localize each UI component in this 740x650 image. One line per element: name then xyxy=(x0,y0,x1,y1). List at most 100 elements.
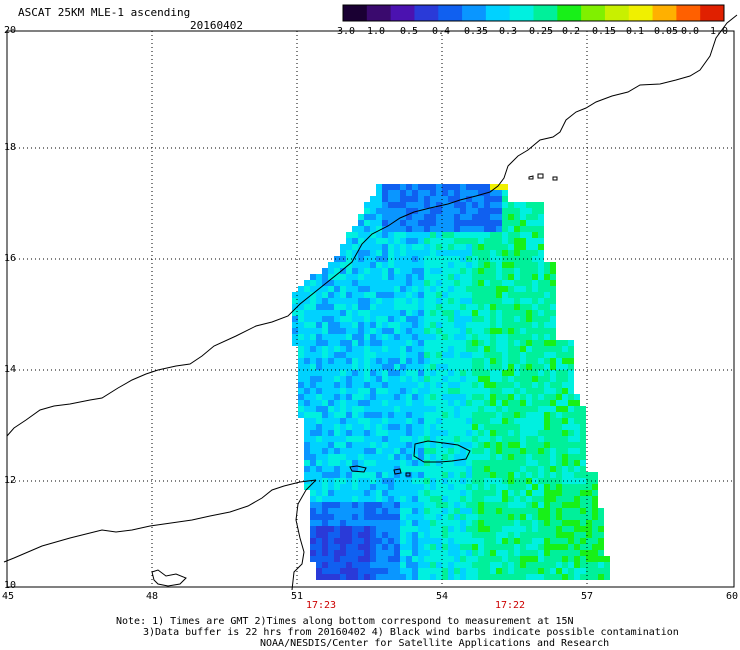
swath-cell xyxy=(388,190,394,196)
swath-cell xyxy=(310,436,316,442)
swath-cell xyxy=(358,310,364,316)
swath-cell xyxy=(376,214,382,220)
scale-tick: 0.0 xyxy=(680,26,700,37)
swath-cell xyxy=(370,502,376,508)
swath-cell xyxy=(496,292,502,298)
swath-cell xyxy=(526,226,532,232)
swath-cell xyxy=(430,376,436,382)
swath-cell xyxy=(310,406,316,412)
swath-cell xyxy=(538,436,544,442)
swath-cell xyxy=(490,184,496,190)
product-date: 20160402 xyxy=(190,19,243,32)
swath-cell xyxy=(376,232,382,238)
swath-cell xyxy=(424,400,430,406)
swath-cell xyxy=(352,400,358,406)
swath-cell xyxy=(394,394,400,400)
swath-cell xyxy=(514,292,520,298)
swath-cell xyxy=(514,286,520,292)
swath-cell xyxy=(496,448,502,454)
swath-cell xyxy=(340,436,346,442)
swath-cell xyxy=(412,346,418,352)
swath-cell xyxy=(592,550,598,556)
swath-cell xyxy=(520,574,526,580)
swath-cell xyxy=(514,484,520,490)
swath-cell xyxy=(448,436,454,442)
swath-cell xyxy=(304,364,310,370)
swath-cell xyxy=(472,412,478,418)
swath-cell xyxy=(520,412,526,418)
swath-cell xyxy=(358,568,364,574)
swath-cell xyxy=(370,400,376,406)
swath-cell xyxy=(382,298,388,304)
swath-cell xyxy=(508,346,514,352)
swath-cell xyxy=(448,352,454,358)
swath-cell xyxy=(388,328,394,334)
swath-cell xyxy=(376,538,382,544)
swath-cell xyxy=(358,238,364,244)
swath-cell xyxy=(598,514,604,520)
swath-cell xyxy=(532,322,538,328)
swath-cell xyxy=(436,232,442,238)
swath-cell xyxy=(508,208,514,214)
swath-cell xyxy=(460,364,466,370)
swath-cell xyxy=(298,340,304,346)
swath-cell xyxy=(370,382,376,388)
swath-cell xyxy=(316,490,322,496)
swath-cell xyxy=(334,490,340,496)
swath-cell xyxy=(574,448,580,454)
swath-cell xyxy=(592,538,598,544)
swath-cell xyxy=(526,508,532,514)
swath-cell xyxy=(430,478,436,484)
swath-cell xyxy=(478,466,484,472)
swath-cell xyxy=(316,298,322,304)
swath-cell xyxy=(340,298,346,304)
swath-cell xyxy=(412,352,418,358)
swath-cell xyxy=(424,262,430,268)
swath-cell xyxy=(382,412,388,418)
swath-cell xyxy=(430,544,436,550)
swath-cell xyxy=(520,376,526,382)
swath-cell xyxy=(358,538,364,544)
swath-cell xyxy=(418,466,424,472)
swath-cell xyxy=(400,358,406,364)
swath-cell xyxy=(340,448,346,454)
swath-cell xyxy=(484,274,490,280)
swath-cell xyxy=(538,358,544,364)
swath-cell xyxy=(418,298,424,304)
swath-cell xyxy=(370,280,376,286)
swath-cell xyxy=(424,538,430,544)
swath-cell xyxy=(382,184,388,190)
swath-cell xyxy=(424,454,430,460)
swath-cell xyxy=(436,214,442,220)
swath-cell xyxy=(400,370,406,376)
swath-cell xyxy=(376,400,382,406)
swath-cell xyxy=(328,304,334,310)
swath-cell xyxy=(592,574,598,580)
swath-cell xyxy=(490,226,496,232)
swath-cell xyxy=(490,298,496,304)
swath-cell xyxy=(520,496,526,502)
swath-cell xyxy=(478,340,484,346)
swath-cell xyxy=(406,460,412,466)
swath-cell xyxy=(358,394,364,400)
swath-cell xyxy=(466,340,472,346)
swath-cell xyxy=(418,268,424,274)
swath-cell xyxy=(352,418,358,424)
swath-cell xyxy=(484,388,490,394)
swath-cell xyxy=(298,394,304,400)
swath-cell xyxy=(412,568,418,574)
swath-cell xyxy=(352,448,358,454)
swath-cell xyxy=(460,454,466,460)
swath-cell xyxy=(508,340,514,346)
swath-cell xyxy=(448,322,454,328)
swath-cell xyxy=(406,376,412,382)
swath-cell xyxy=(550,316,556,322)
swath-cell xyxy=(502,334,508,340)
swath-cell xyxy=(508,562,514,568)
swath-cell xyxy=(370,304,376,310)
swath-cell xyxy=(394,370,400,376)
swath-cell xyxy=(358,328,364,334)
swath-cell xyxy=(304,304,310,310)
swath-cell xyxy=(490,328,496,334)
swath-cell xyxy=(526,304,532,310)
